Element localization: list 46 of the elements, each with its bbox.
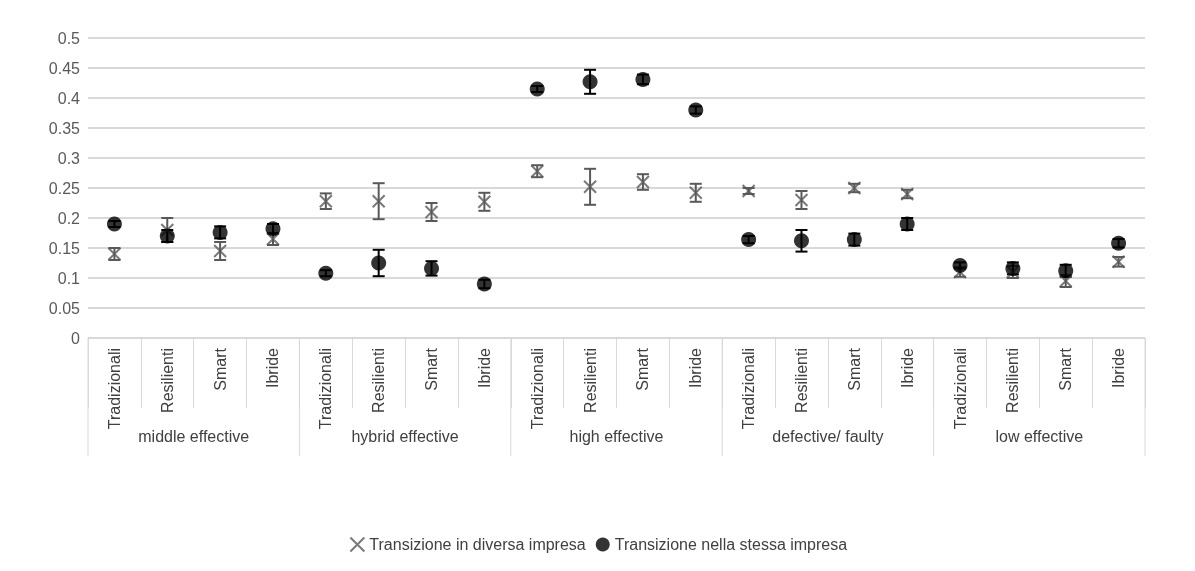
text: middle effective (138, 427, 250, 445)
x-tick-label: Tradizionali (105, 348, 123, 430)
y-tick-label: 0.2 (57, 209, 81, 227)
y-tick-label: 0.1 (57, 269, 81, 287)
y-tick-label: 0.45 (48, 59, 81, 77)
y-tick-label: 0 (71, 329, 81, 347)
x-tick-label: Ibride (1110, 347, 1128, 389)
legend-label: Transizione nella stessa impresa (614, 536, 848, 553)
point (106, 216, 122, 232)
x-tick-label: Smart (845, 347, 863, 391)
point (529, 81, 545, 97)
point (371, 255, 387, 271)
x-tick-label: Smart (211, 347, 229, 391)
x-tick-label: Resilienti (1004, 348, 1022, 413)
point (371, 194, 386, 209)
x-tick-label: Ibride (687, 347, 705, 389)
x-tick-label: Ibride (898, 347, 916, 389)
x-tick-label: Resilienti (792, 348, 810, 413)
point (318, 265, 334, 281)
y-tick-label: 0.5 (57, 29, 81, 47)
x-tick-label: Resilienti (158, 348, 176, 413)
x-tick-label: Resilienti (581, 348, 599, 413)
x-tick-label: Ibride (475, 347, 493, 389)
x-tick-label: Tradizionali (528, 348, 546, 430)
x-tick-label: Smart (423, 347, 441, 391)
x-tick-label: Tradizionali (951, 348, 969, 430)
point (583, 179, 598, 194)
x-tick-label: Smart (1057, 347, 1075, 391)
legend-label: Transizione in diversa impresa (369, 536, 586, 553)
y-tick-label: 0.05 (48, 299, 81, 317)
text: hybrid effective (351, 427, 459, 445)
text: defective/ faulty (772, 427, 884, 445)
y-tick-label: 0.35 (48, 119, 81, 137)
x-tick-label: Tradizionali (317, 348, 335, 430)
y-tick-label: 0.25 (48, 179, 81, 197)
y-tick-label: 0.15 (48, 239, 81, 257)
y-tick-label: 0.4 (57, 89, 81, 107)
text: high effective (569, 427, 664, 445)
text: low effective (995, 427, 1084, 445)
point (582, 74, 598, 90)
y-tick-label: 0.3 (57, 149, 81, 167)
x-tick-label: Tradizionali (740, 348, 758, 430)
x-tick-label: Resilienti (370, 348, 388, 413)
point (793, 233, 809, 249)
x-tick-label: Ibride (264, 347, 282, 389)
x-tick-label: Smart (634, 347, 652, 391)
